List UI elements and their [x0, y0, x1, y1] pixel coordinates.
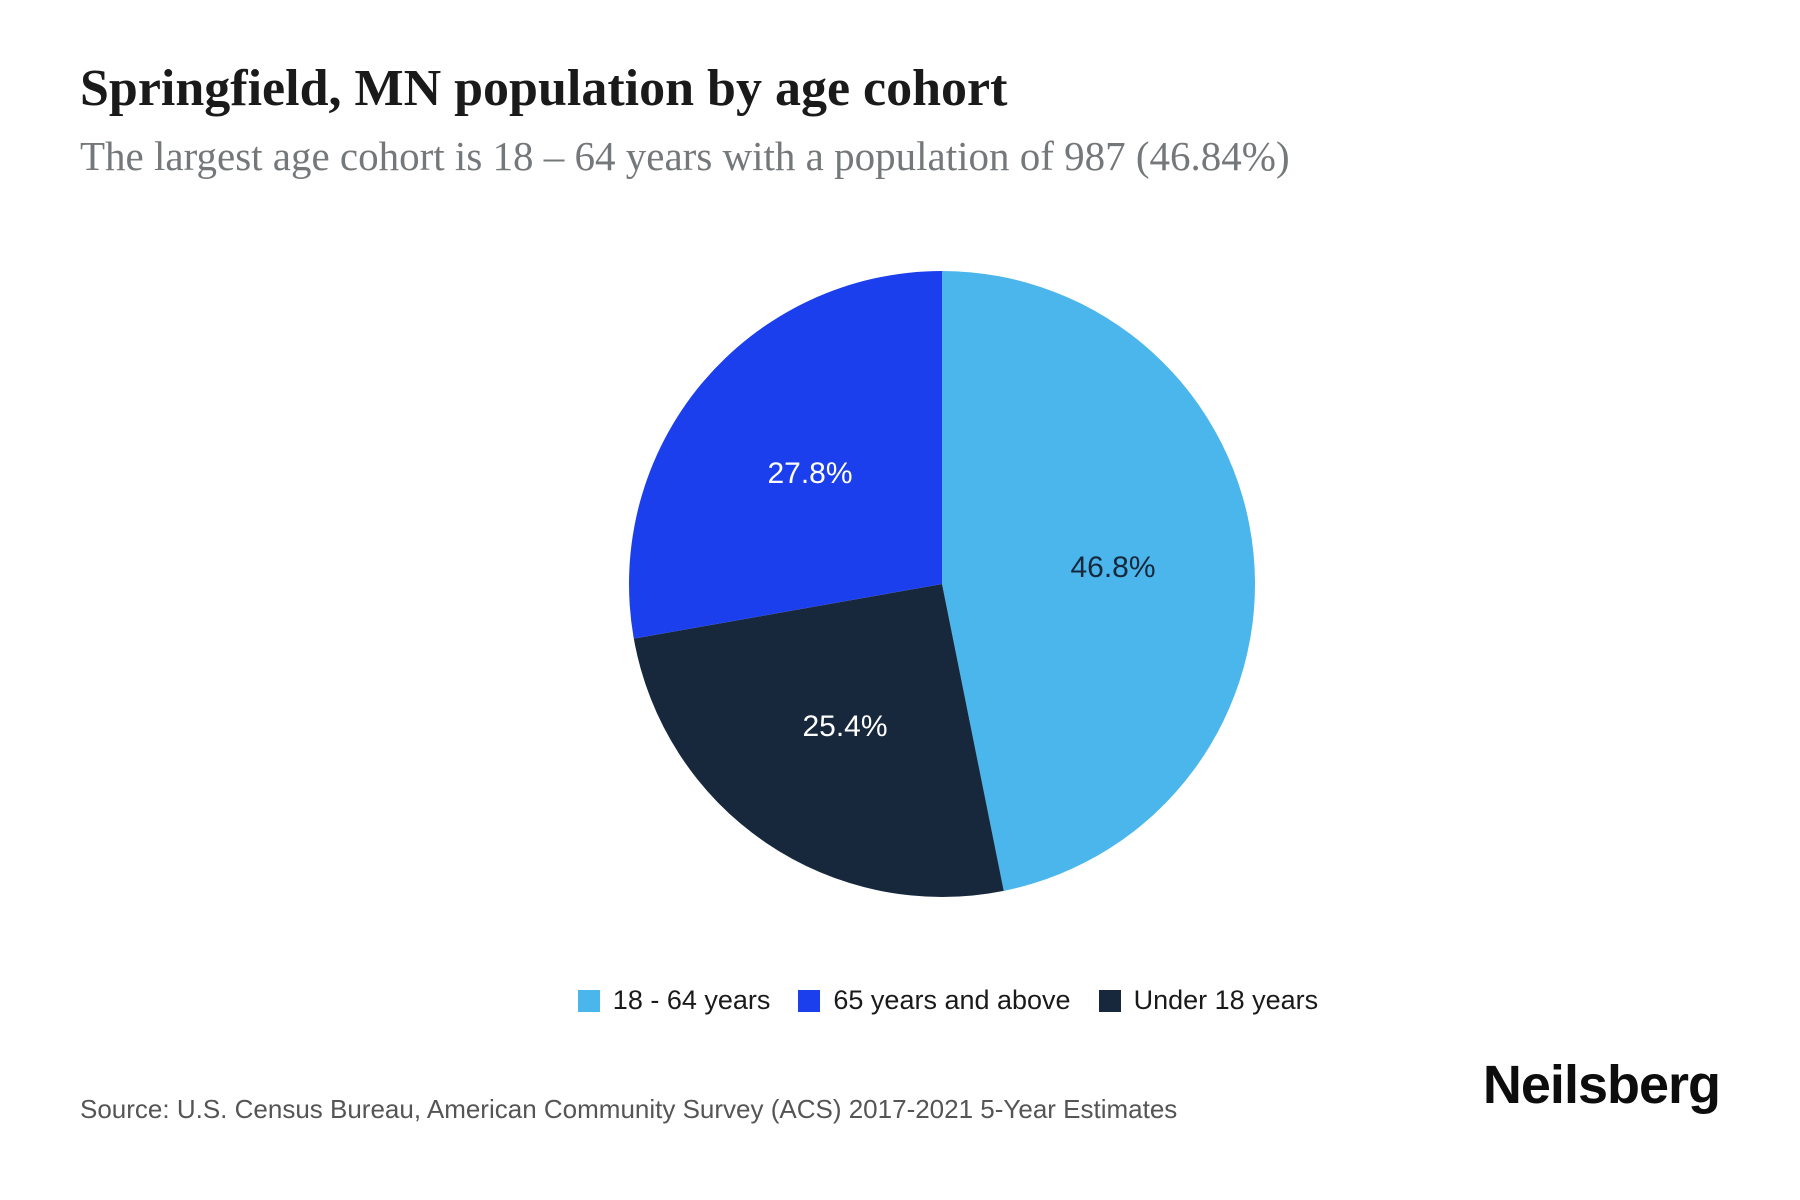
svg-text:25.4%: 25.4%: [802, 710, 887, 743]
svg-text:46.8%: 46.8%: [1070, 551, 1155, 584]
svg-text:27.8%: 27.8%: [767, 457, 852, 490]
